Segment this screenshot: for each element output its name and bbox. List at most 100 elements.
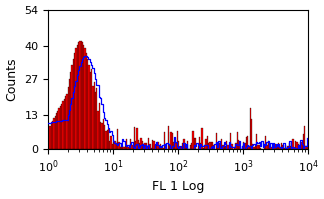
Bar — [176, 143, 177, 149]
Bar — [172, 133, 173, 149]
Bar — [268, 141, 269, 149]
Bar — [249, 108, 251, 149]
Bar — [235, 143, 237, 149]
Bar — [109, 141, 110, 149]
Bar — [98, 111, 99, 149]
Bar — [64, 99, 65, 149]
Bar — [205, 139, 207, 149]
Bar — [182, 143, 183, 149]
Bar — [225, 146, 226, 149]
Bar — [216, 134, 217, 149]
Bar — [278, 143, 279, 149]
Bar — [237, 132, 238, 149]
Bar — [99, 103, 100, 149]
Bar — [161, 147, 162, 149]
Bar — [293, 139, 294, 149]
Bar — [195, 138, 196, 149]
Bar — [87, 59, 88, 149]
Bar — [256, 135, 257, 149]
Bar — [69, 79, 70, 149]
Bar — [54, 116, 56, 149]
Bar — [191, 143, 192, 149]
Bar — [252, 144, 253, 149]
Bar — [70, 72, 72, 149]
Bar — [96, 88, 98, 149]
Bar — [269, 143, 270, 149]
Bar — [282, 145, 284, 149]
Bar — [143, 144, 144, 149]
Bar — [222, 145, 224, 149]
Bar — [66, 94, 68, 149]
Bar — [79, 41, 81, 149]
Y-axis label: Counts: Counts — [6, 57, 18, 101]
Bar — [52, 121, 53, 149]
Bar — [156, 145, 157, 149]
Bar — [247, 136, 248, 149]
Bar — [135, 141, 136, 149]
Bar — [94, 82, 95, 149]
Bar — [122, 146, 123, 149]
Bar — [186, 147, 187, 149]
Bar — [129, 146, 130, 149]
Bar — [105, 131, 107, 149]
Bar — [178, 140, 179, 149]
Bar — [281, 143, 282, 149]
Bar — [251, 119, 252, 149]
Bar — [270, 147, 272, 149]
Bar — [81, 41, 82, 149]
Bar — [51, 123, 52, 149]
Bar — [113, 142, 114, 149]
Bar — [110, 136, 112, 149]
Bar — [226, 141, 227, 149]
Bar — [207, 136, 208, 149]
Bar — [116, 143, 117, 149]
Bar — [257, 144, 259, 149]
Bar — [148, 138, 149, 149]
Bar — [75, 48, 77, 149]
Bar — [242, 146, 243, 149]
Bar — [221, 139, 222, 149]
Bar — [142, 141, 143, 149]
Bar — [204, 145, 205, 149]
Bar — [157, 142, 158, 149]
Bar — [264, 144, 265, 149]
Bar — [190, 145, 191, 149]
Bar — [68, 87, 69, 149]
Bar — [198, 146, 199, 149]
Bar — [259, 145, 260, 149]
Bar — [303, 134, 304, 149]
Bar — [72, 65, 73, 149]
Bar — [179, 147, 181, 149]
Bar — [65, 96, 66, 149]
Bar — [95, 92, 96, 149]
Bar — [63, 101, 64, 149]
Bar — [158, 147, 160, 149]
Bar — [212, 142, 213, 149]
X-axis label: FL 1 Log: FL 1 Log — [152, 180, 204, 193]
Bar — [82, 42, 83, 149]
Bar — [279, 147, 281, 149]
Bar — [243, 142, 244, 149]
Bar — [287, 146, 289, 149]
Bar — [131, 145, 133, 149]
Bar — [168, 126, 169, 149]
Bar — [107, 130, 108, 149]
Bar — [118, 142, 120, 149]
Bar — [284, 148, 285, 149]
Bar — [239, 145, 240, 149]
Bar — [274, 144, 275, 149]
Bar — [134, 127, 135, 149]
Bar — [248, 146, 249, 149]
Bar — [164, 132, 165, 149]
Bar — [203, 148, 204, 149]
Bar — [304, 127, 306, 149]
Bar — [306, 146, 307, 149]
Bar — [103, 119, 104, 149]
Bar — [61, 103, 63, 149]
Bar — [88, 65, 90, 149]
Bar — [183, 139, 185, 149]
Bar — [253, 147, 255, 149]
Bar — [255, 146, 256, 149]
Bar — [192, 131, 194, 149]
Bar — [200, 143, 202, 149]
